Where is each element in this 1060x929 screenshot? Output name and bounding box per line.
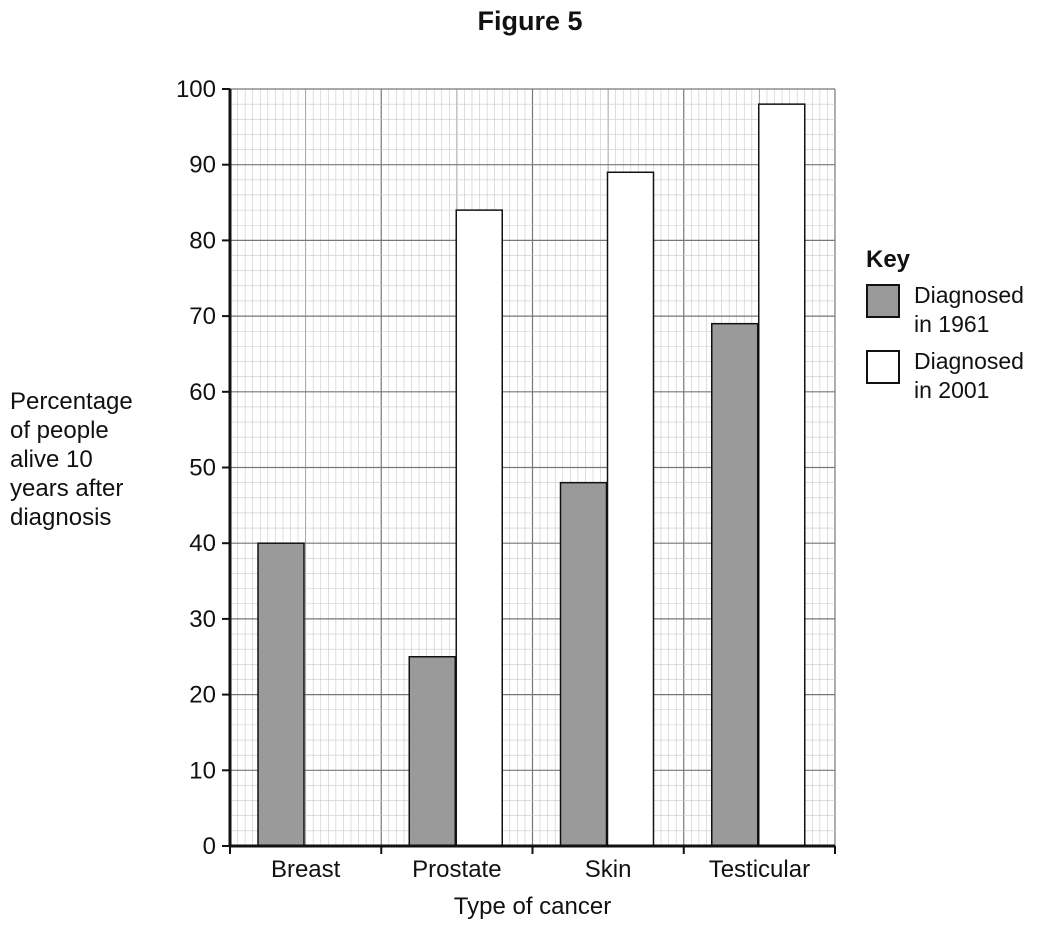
y-axis-label-line: diagnosis xyxy=(10,504,112,531)
x-axis-label: Type of cancer xyxy=(453,893,612,920)
bar-2001-testicular xyxy=(758,103,806,847)
legend-item-2001: Diagnosed in 2001 xyxy=(866,348,1024,414)
y-tick-label: 30 xyxy=(189,606,216,633)
y-tick-label: 60 xyxy=(189,379,216,406)
legend-swatch-1961 xyxy=(866,284,900,318)
bar-1961-breast xyxy=(257,542,305,847)
y-tick-label: 0 xyxy=(203,833,216,860)
y-tick-label: 80 xyxy=(189,227,216,254)
x-tick-label-testicular: Testicular xyxy=(709,856,810,883)
y-axis-label-line: of people xyxy=(10,417,109,444)
bar-2001-skin xyxy=(606,171,655,847)
legend-title: Key xyxy=(866,246,911,273)
y-tick-label: 40 xyxy=(189,530,216,557)
y-axis-label: Percentage of people alive 10 years afte… xyxy=(10,387,133,532)
figure-title: Figure 5 xyxy=(477,6,583,36)
y-tick-label: 50 xyxy=(189,455,216,482)
y-tick-label: 10 xyxy=(189,757,216,784)
bar-1961-testicular xyxy=(711,322,759,847)
y-axis-label-line: years after xyxy=(10,475,124,502)
x-tick-label-skin: Skin xyxy=(585,856,632,883)
y-axis-label-line: Percentage xyxy=(10,388,133,415)
legend-label-line: in 1961 xyxy=(914,311,990,337)
x-tick-label-prostate: Prostate xyxy=(412,856,501,883)
bar-1961-prostate xyxy=(408,656,456,847)
y-tick-label: 20 xyxy=(189,682,216,709)
legend-label-line: in 2001 xyxy=(914,377,990,403)
legend-swatch-2001 xyxy=(866,350,900,384)
legend: Key Diagnosed in 1961 Diagnosed in 2001 xyxy=(866,246,1024,414)
y-tick-label: 70 xyxy=(189,303,216,330)
bar-1961-skin xyxy=(559,481,608,847)
legend-label-line: Diagnosed xyxy=(914,282,1024,308)
y-tick-label: 90 xyxy=(189,152,216,179)
y-axis-label-line: alive 10 xyxy=(10,446,93,473)
x-tick-label-breast: Breast xyxy=(271,856,341,883)
legend-label-2001: Diagnosed in 2001 xyxy=(914,347,1060,405)
bar-2001-prostate xyxy=(455,209,503,847)
legend-item-1961: Diagnosed in 1961 xyxy=(866,282,1024,348)
legend-label-line: Diagnosed xyxy=(914,348,1024,374)
y-tick-label: 100 xyxy=(176,76,216,103)
legend-label-1961: Diagnosed in 1961 xyxy=(914,281,1060,339)
